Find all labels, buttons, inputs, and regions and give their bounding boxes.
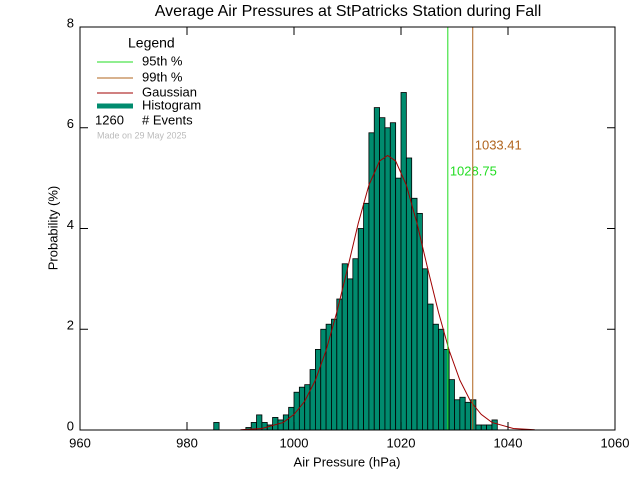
histogram-bar (368, 132, 375, 431)
histogram-bar (464, 401, 471, 431)
y-tick-label: 8 (67, 15, 74, 30)
histogram-bar (432, 323, 439, 431)
histogram-bar (486, 424, 493, 431)
histogram-bar (288, 406, 295, 431)
histogram-bar (454, 399, 461, 431)
y-tick-label: 4 (67, 217, 74, 232)
histogram-bar (448, 379, 455, 431)
histogram-bar (373, 107, 380, 431)
x-tick-label: 1000 (280, 435, 309, 450)
histogram-bar (261, 422, 268, 431)
histogram-bar (443, 348, 450, 431)
legend-label: 99th % (142, 69, 183, 84)
legend-label: Histogram (142, 97, 201, 112)
histogram-bar (379, 117, 386, 431)
histogram-bar (256, 414, 263, 431)
histogram-bar (336, 298, 343, 431)
note: Made on 29 May 2025 (97, 130, 187, 140)
histogram-bar (298, 386, 306, 431)
legend-title: Legend (128, 35, 175, 51)
chart-title: Average Air Pressures at StPatricks Stat… (155, 3, 542, 20)
histogram-bar (213, 422, 220, 431)
percentile-label: 1033.41 (475, 137, 522, 152)
x-axis-label: Air Pressure (hPa) (294, 454, 401, 469)
histogram-bar (491, 419, 498, 431)
histogram-bar (480, 424, 487, 431)
histogram-bar (384, 127, 391, 431)
y-tick-label: 2 (67, 318, 74, 333)
x-tick-label: 1040 (494, 435, 523, 450)
histogram-bar (320, 328, 327, 431)
events-count: 1260 (95, 112, 124, 127)
percentile-label: 1028.75 (450, 163, 497, 178)
histogram-bar (352, 258, 359, 431)
histogram-bar (314, 348, 322, 431)
histogram-bar (438, 328, 445, 431)
x-tick-label: 1060 (601, 435, 630, 450)
gaussian-curve (240, 154, 535, 431)
events-label: # Events (142, 112, 193, 127)
histogram-bar (405, 157, 413, 431)
y-tick-label: 6 (67, 116, 74, 131)
histogram-bar (395, 177, 402, 431)
histogram-bar (421, 268, 429, 431)
histogram-bar (411, 197, 418, 431)
histogram-bar (347, 278, 354, 431)
x-tick-label: 960 (69, 435, 91, 450)
histogram-bar (357, 228, 364, 431)
histogram-bar (400, 92, 407, 431)
histogram-bar (416, 212, 423, 431)
histogram-bar (331, 318, 338, 431)
histogram-bar (459, 396, 466, 431)
legend-label: Gaussian (142, 84, 197, 99)
x-tick-label: 1020 (387, 435, 416, 450)
histogram-bar (475, 424, 482, 431)
histogram-bar (389, 122, 397, 431)
histogram-bar (309, 369, 316, 431)
y-tick-label: 0 (67, 418, 74, 433)
histogram-bar (363, 202, 370, 431)
legend-label: 95th % (142, 53, 183, 68)
histogram-bar (427, 303, 434, 431)
histogram-bar (277, 419, 284, 431)
x-tick-label: 980 (176, 435, 198, 450)
y-axis-label: Probability (%) (45, 186, 60, 271)
